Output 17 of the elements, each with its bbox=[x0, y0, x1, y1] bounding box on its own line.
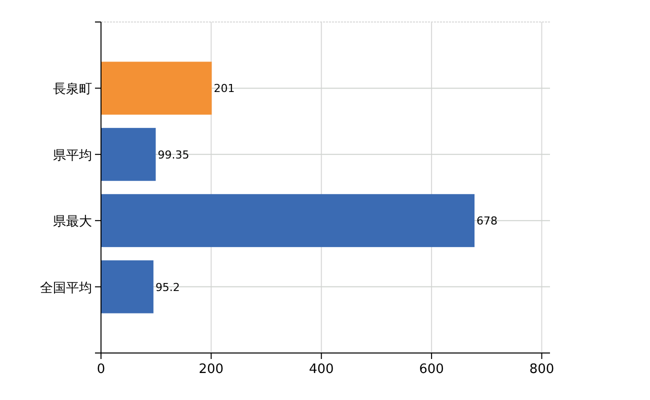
y-tick-label: 県最大 bbox=[53, 214, 92, 230]
y-tick-label: 県平均 bbox=[53, 148, 92, 164]
data-label: 678 bbox=[476, 214, 498, 228]
y-tick-label: 長泉町 bbox=[53, 82, 92, 98]
bar bbox=[101, 62, 212, 115]
x-tick-label: 800 bbox=[529, 362, 554, 377]
x-tick-label: 600 bbox=[419, 362, 444, 377]
x-tick-label: 400 bbox=[308, 362, 334, 377]
bar bbox=[101, 128, 156, 181]
data-label: 95.2 bbox=[155, 280, 180, 294]
x-tick-label: 0 bbox=[96, 362, 106, 377]
data-label: 99.35 bbox=[158, 148, 190, 162]
bar bbox=[101, 194, 475, 248]
bar bbox=[101, 260, 154, 314]
y-tick-label: 全国平均 bbox=[40, 280, 92, 296]
data-label: 201 bbox=[214, 82, 235, 96]
x-tick-label: 200 bbox=[198, 362, 224, 377]
